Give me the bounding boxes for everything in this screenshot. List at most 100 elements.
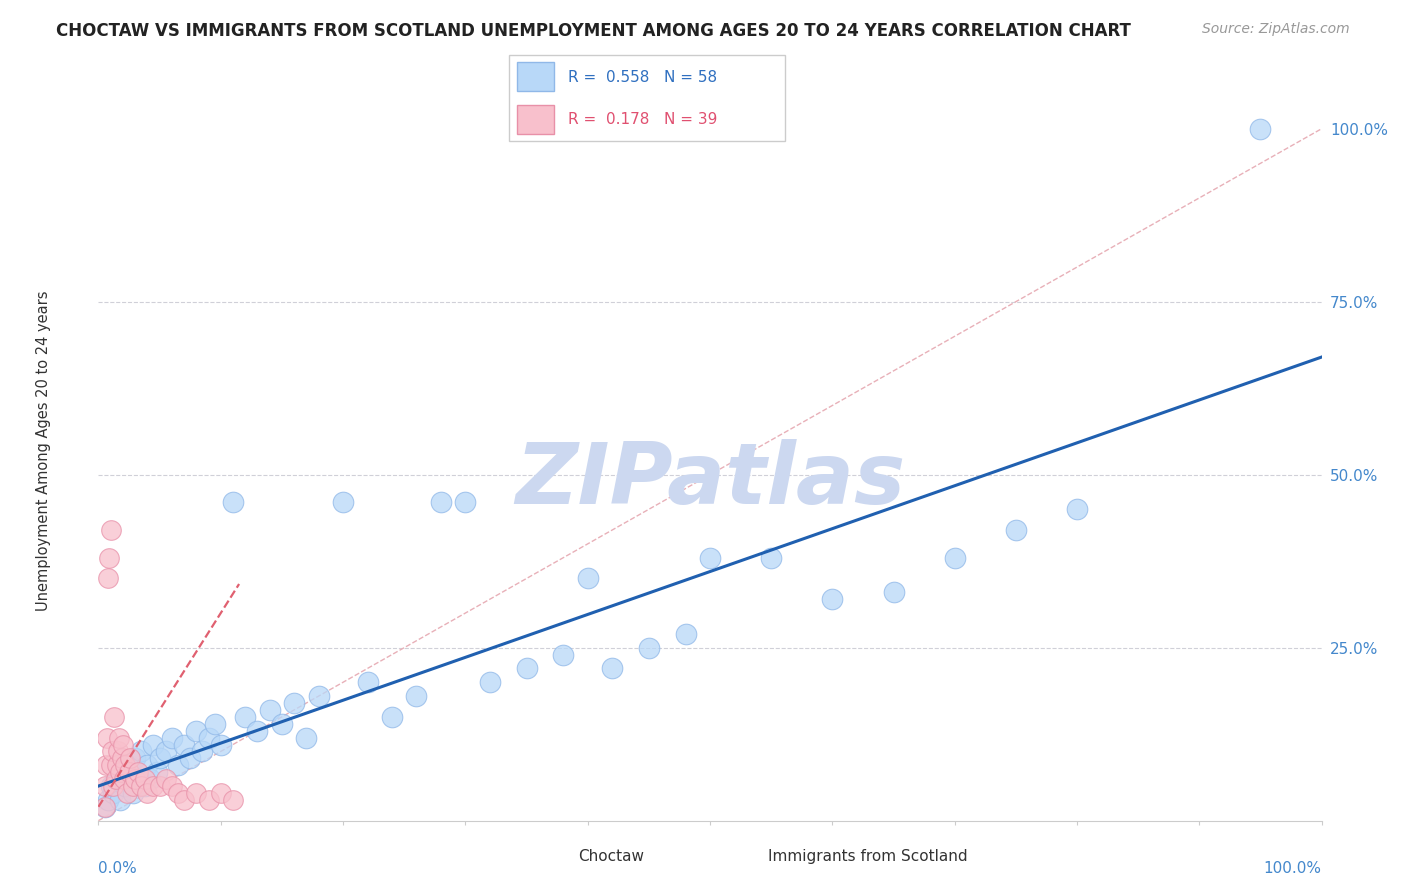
FancyBboxPatch shape <box>517 62 554 91</box>
Point <box>121 786 143 800</box>
Point <box>430 495 453 509</box>
Point <box>129 744 152 758</box>
Point <box>136 758 159 772</box>
Point <box>121 779 143 793</box>
FancyBboxPatch shape <box>509 55 785 141</box>
Point <box>160 731 183 745</box>
Point <box>134 772 156 786</box>
Point <box>308 689 330 703</box>
Point <box>107 744 129 758</box>
Point <box>111 765 134 780</box>
Point <box>142 779 165 793</box>
Point <box>118 758 141 772</box>
Point <box>1066 502 1088 516</box>
Point <box>139 772 162 786</box>
Point <box>160 779 183 793</box>
Point <box>209 738 232 752</box>
Point <box>118 765 141 780</box>
Point <box>761 550 783 565</box>
Point <box>127 772 149 786</box>
Point <box>283 696 305 710</box>
Point <box>111 738 134 752</box>
Point <box>149 751 172 765</box>
Point <box>124 751 146 765</box>
Point <box>155 772 177 786</box>
Point <box>110 793 132 807</box>
Point <box>246 723 269 738</box>
Point <box>105 758 128 772</box>
Point <box>134 779 156 793</box>
FancyBboxPatch shape <box>517 105 554 134</box>
Point <box>883 585 905 599</box>
Text: ZIPatlas: ZIPatlas <box>515 439 905 522</box>
Text: Unemployment Among Ages 20 to 24 years: Unemployment Among Ages 20 to 24 years <box>37 290 51 611</box>
Point <box>1249 121 1271 136</box>
Text: Source: ZipAtlas.com: Source: ZipAtlas.com <box>1202 22 1350 37</box>
Point <box>204 716 226 731</box>
Point <box>173 738 195 752</box>
Point <box>110 765 132 780</box>
Point <box>356 675 378 690</box>
Point <box>332 495 354 509</box>
Point <box>381 710 404 724</box>
Point <box>222 495 245 509</box>
Point <box>454 495 477 509</box>
Text: R =  0.558   N = 58: R = 0.558 N = 58 <box>568 70 717 85</box>
Text: 100.0%: 100.0% <box>1264 862 1322 876</box>
Point <box>108 731 131 745</box>
Point <box>270 716 294 731</box>
Text: 0.0%: 0.0% <box>98 862 138 876</box>
Point <box>93 799 115 814</box>
Point <box>96 731 118 745</box>
Text: Choctaw: Choctaw <box>578 849 644 863</box>
Point <box>515 661 537 675</box>
Point <box>115 786 138 800</box>
Point <box>699 550 721 565</box>
Point <box>111 751 134 765</box>
Point <box>114 758 136 772</box>
Point <box>100 523 122 537</box>
Point <box>186 723 208 738</box>
Point <box>405 689 427 703</box>
Point <box>129 779 152 793</box>
Point <box>120 751 142 765</box>
Point <box>1004 523 1026 537</box>
Point <box>101 779 124 793</box>
Point <box>943 550 966 565</box>
Point <box>149 779 172 793</box>
Point <box>104 772 127 786</box>
Point <box>100 758 122 772</box>
Text: Immigrants from Scotland: Immigrants from Scotland <box>768 849 967 863</box>
Point <box>100 779 122 793</box>
Point <box>197 731 219 745</box>
Point <box>186 786 208 800</box>
Point <box>97 572 120 586</box>
Point <box>197 793 219 807</box>
Point <box>94 758 117 772</box>
Point <box>112 772 135 786</box>
Point <box>191 744 214 758</box>
Point <box>142 738 165 752</box>
Point <box>478 675 501 690</box>
Text: CHOCTAW VS IMMIGRANTS FROM SCOTLAND UNEMPLOYMENT AMONG AGES 20 TO 24 YEARS CORRE: CHOCTAW VS IMMIGRANTS FROM SCOTLAND UNEM… <box>56 22 1130 40</box>
Point <box>173 793 195 807</box>
Point <box>259 703 281 717</box>
Point <box>576 572 599 586</box>
Point <box>167 758 190 772</box>
Point <box>93 779 115 793</box>
Point <box>675 627 697 641</box>
Point <box>136 786 159 800</box>
Point <box>222 793 245 807</box>
Point <box>101 744 124 758</box>
Point <box>179 751 201 765</box>
Text: R =  0.178   N = 39: R = 0.178 N = 39 <box>568 112 717 127</box>
Point <box>93 799 115 814</box>
Point <box>233 710 256 724</box>
Point <box>105 772 128 786</box>
Point <box>821 592 844 607</box>
Point <box>295 731 318 745</box>
Point <box>114 779 136 793</box>
Point <box>167 786 190 800</box>
Point <box>146 765 169 780</box>
Point <box>127 765 149 780</box>
